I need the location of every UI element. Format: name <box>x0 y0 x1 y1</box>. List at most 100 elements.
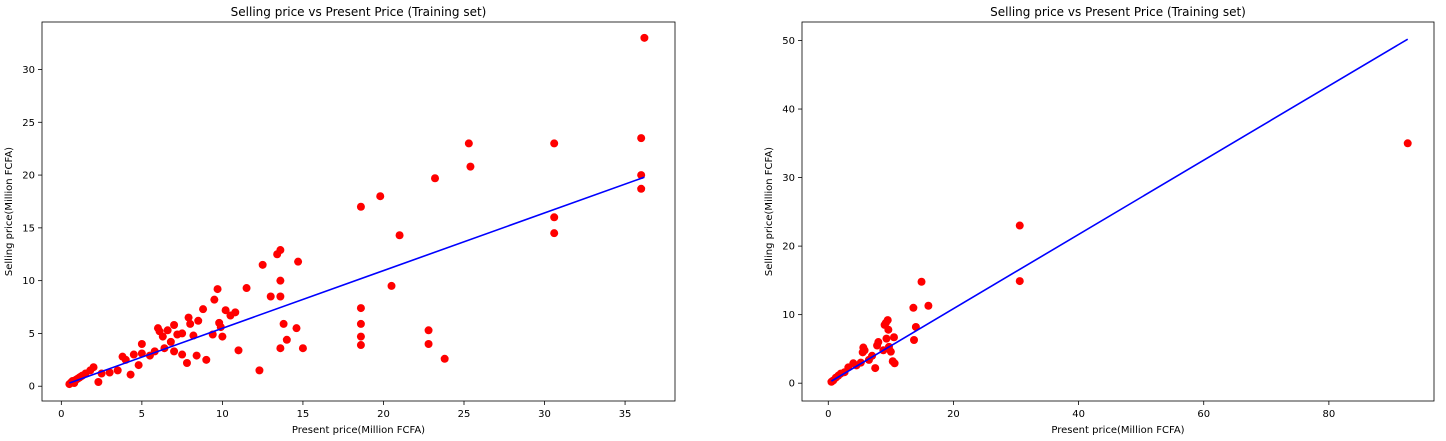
x-tick-label: 0 <box>825 409 831 420</box>
scatter-point <box>266 292 275 301</box>
scatter-point <box>258 260 267 269</box>
chart-right: Selling price vs Present Price (Training… <box>764 5 1435 436</box>
scatter-point <box>282 335 291 344</box>
scatter-point <box>231 308 240 317</box>
scatter-point <box>298 344 307 353</box>
scatter-point <box>234 346 243 355</box>
axis-ticks: 0 20 40 60 80 0 10 20 30 40 50 <box>782 36 1335 420</box>
y-tick-label: 50 <box>782 36 795 47</box>
x-tick-label: 40 <box>1072 409 1085 420</box>
scatter-point <box>924 301 933 310</box>
scatter-point <box>170 320 179 329</box>
scatter-point <box>550 229 559 238</box>
scatter-point <box>279 319 288 328</box>
scatter-point <box>356 341 365 350</box>
scatter-point <box>166 337 175 346</box>
scatter-point <box>210 295 219 304</box>
scatter-point <box>890 359 899 368</box>
scatter-point <box>860 346 869 355</box>
scatter-point <box>356 202 365 211</box>
scatter-point <box>640 33 649 42</box>
scatter-point <box>276 246 285 255</box>
scatter-point <box>126 370 135 379</box>
scatter-point <box>137 349 146 358</box>
scatter-point <box>356 332 365 341</box>
scatter-point <box>242 284 251 293</box>
scatter-point <box>387 281 396 290</box>
axis-ticks: 0 5 10 15 20 25 30 35 0 5 10 15 20 25 30 <box>22 65 631 420</box>
scatter-point <box>884 325 893 334</box>
scatter-point <box>637 184 646 193</box>
x-tick-label: 35 <box>619 409 632 420</box>
x-axis-label: Present price(Million FCFA) <box>292 425 425 436</box>
x-axis-label: Present price(Million FCFA) <box>1051 425 1184 436</box>
scatter-point <box>163 326 172 335</box>
scatter-point <box>424 339 433 348</box>
y-tick-label: 25 <box>22 118 35 129</box>
scatter-point <box>105 368 114 377</box>
scatter-point <box>637 134 646 143</box>
scatter-point <box>871 364 880 373</box>
scatter-point <box>550 213 559 222</box>
chart-title: Selling price vs Present Price (Training… <box>990 5 1246 19</box>
x-tick-label: 80 <box>1323 409 1336 420</box>
scatter-point <box>909 303 918 312</box>
scatter-point <box>134 361 143 370</box>
scatter-point <box>886 347 895 356</box>
y-tick-label: 30 <box>782 173 795 184</box>
x-tick-label: 15 <box>297 409 310 420</box>
scatter-point <box>129 350 138 359</box>
scatter-point <box>178 350 187 359</box>
scatter-point <box>221 306 230 315</box>
scatter-point <box>158 332 167 341</box>
chart-left: Selling price vs Present Price (Training… <box>4 5 676 436</box>
y-tick-label: 30 <box>22 65 35 76</box>
scatter-point <box>889 333 898 342</box>
scatter-point <box>170 347 179 356</box>
scatter-point <box>882 334 891 343</box>
scatter-point <box>202 355 211 364</box>
y-tick-label: 5 <box>29 329 35 340</box>
regression-line <box>69 176 645 384</box>
scatter-point <box>395 231 404 240</box>
scatter-point <box>1015 221 1024 230</box>
plot-frame <box>801 21 1435 402</box>
scatter-point <box>466 162 475 171</box>
scatter-point <box>431 174 440 183</box>
y-tick-label: 20 <box>782 242 795 253</box>
scatter-point <box>213 285 222 294</box>
scatter-point <box>276 276 285 285</box>
scatter-point <box>910 336 919 345</box>
y-tick-label: 0 <box>789 379 795 390</box>
scatter-point <box>276 292 285 301</box>
scatter-point <box>94 377 103 386</box>
scatter-point <box>464 139 473 148</box>
y-axis-label: Selling price(Million FCFA) <box>4 147 15 276</box>
data-marks <box>827 38 1412 386</box>
scatter-point <box>376 192 385 201</box>
y-tick-label: 40 <box>782 105 795 116</box>
scatter-point <box>276 344 285 353</box>
x-tick-label: 0 <box>58 409 64 420</box>
scatter-point <box>218 332 227 341</box>
scatter-point <box>178 329 187 338</box>
x-tick-label: 30 <box>538 409 551 420</box>
x-tick-label: 5 <box>139 409 145 420</box>
scatter-point <box>199 305 208 314</box>
chart-title: Selling price vs Present Price (Training… <box>231 5 487 19</box>
y-tick-label: 15 <box>22 223 35 234</box>
x-tick-label: 20 <box>377 409 390 420</box>
scatter-point <box>883 316 892 325</box>
x-tick-label: 60 <box>1197 409 1210 420</box>
scatter-point <box>292 324 301 333</box>
scatter-point <box>113 366 122 375</box>
scatter-point <box>255 366 264 375</box>
scatter-point <box>186 319 195 328</box>
x-tick-label: 25 <box>458 409 471 420</box>
scatter-point <box>917 277 926 286</box>
scatter-point <box>182 358 191 367</box>
y-tick-label: 10 <box>782 310 795 321</box>
scatter-point <box>137 339 146 348</box>
x-tick-label: 10 <box>216 409 229 420</box>
